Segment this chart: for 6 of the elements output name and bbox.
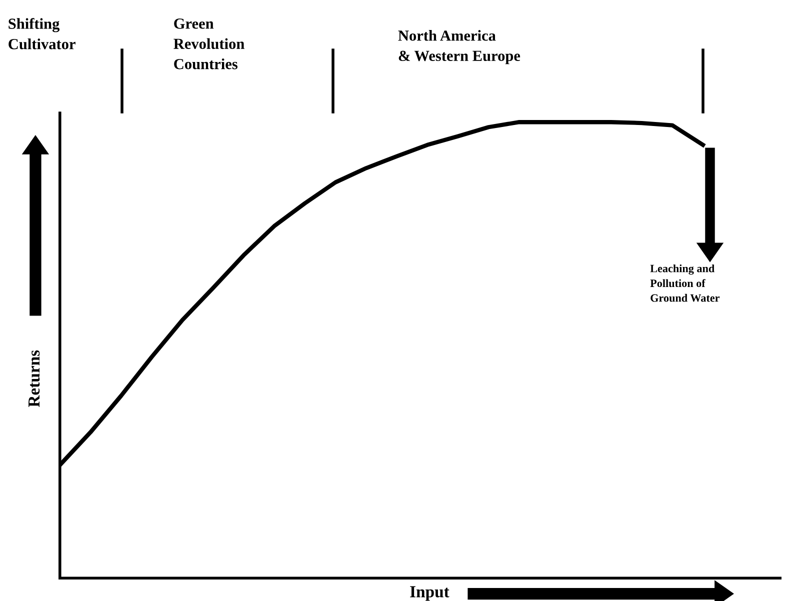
text: North America & Western Europe (398, 30, 520, 64)
text: Green Revolution Countries (174, 18, 244, 70)
annotation: Leaching and Pollution of Ground Water (650, 264, 720, 302)
text: Shifting Cultivator (8, 18, 76, 50)
y-axis-title: Returns (28, 350, 40, 408)
x-axis-title: Input (410, 586, 450, 601)
